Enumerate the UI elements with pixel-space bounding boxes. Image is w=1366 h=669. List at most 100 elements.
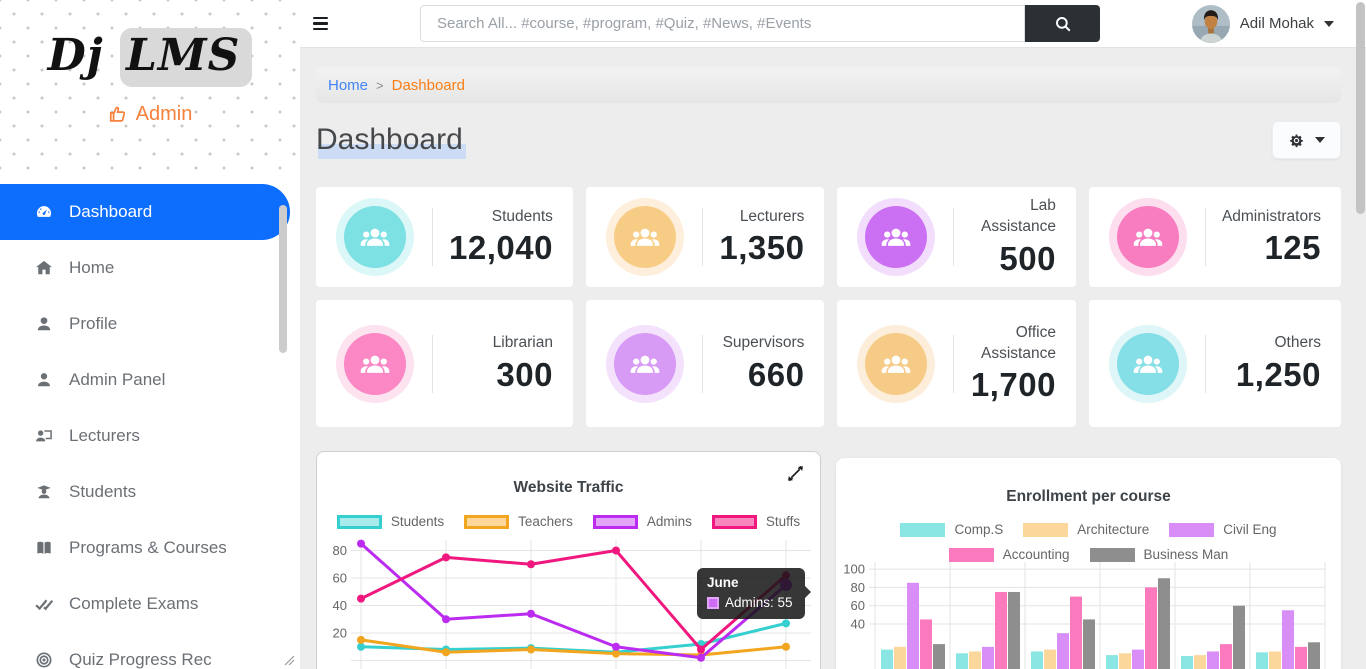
sidebar-item-complete-exams[interactable]: Complete Exams [0, 576, 300, 632]
person-board-icon [36, 430, 52, 442]
breadcrumb-home-link[interactable]: Home [328, 76, 369, 94]
app-logo[interactable]: Dj LMS [0, 28, 300, 87]
thumbs-up-icon [109, 106, 125, 122]
legend-label: Admins [646, 514, 692, 529]
stat-label: Students [491, 207, 553, 225]
topbar: Adil Mohak [300, 0, 1366, 48]
people-icon [605, 198, 684, 276]
legend-swatch [1023, 522, 1069, 537]
breadcrumb-current: Dashboard [391, 76, 465, 94]
legend-item[interactable]: Architecture [1023, 522, 1149, 537]
chart-title: Enrollment per course [1006, 488, 1171, 505]
breadcrumb: Home > Dashboard [316, 67, 1341, 103]
student-icon [37, 485, 51, 499]
sidebar-item-label: Dashboard [69, 202, 153, 221]
legend-label: Accounting [1002, 547, 1070, 562]
breadcrumb-separator: > [376, 77, 384, 93]
sidebar-item-quiz-progress[interactable]: Quiz Progress Rec [0, 632, 300, 669]
legend-item[interactable]: Admins [592, 514, 692, 529]
svg-text:100: 100 [843, 562, 865, 577]
enrollment-card: Enrollment per course Comp.S Architecture… [836, 458, 1341, 669]
tooltip-swatch [707, 596, 719, 609]
sidebar-item-label: Complete Exams [69, 594, 199, 613]
sidebar-item-label: Students [69, 482, 137, 501]
avatar [1191, 4, 1230, 43]
stat-card-lecturers: Lecturers 1,350 [585, 187, 825, 287]
legend-label: Students [390, 514, 445, 529]
stat-value: 1,700 [970, 366, 1056, 404]
legend-item[interactable]: Stuffs [711, 514, 800, 529]
svg-text:60: 60 [851, 598, 865, 613]
people-icon [336, 198, 414, 276]
sidebar-item-home[interactable]: Home [0, 240, 300, 296]
page-scrollbar-thumb[interactable] [1356, 2, 1365, 214]
people-icon [1108, 324, 1187, 403]
person-icon [37, 317, 51, 331]
search-input[interactable] [420, 5, 1025, 42]
logo-part2: LMS [119, 28, 253, 87]
legend-item[interactable]: Students [336, 514, 445, 529]
stat-card-librarian: Librarian 300 [316, 300, 573, 427]
stat-label: Office Assistance [980, 323, 1056, 362]
settings-button[interactable] [1272, 121, 1341, 159]
sidebar-item-label: Admin Panel [69, 370, 166, 389]
resize-grip-icon[interactable] [281, 652, 296, 667]
sidebar-item-students[interactable]: Students [0, 464, 300, 520]
sidebar-item-admin-panel[interactable]: Admin Panel [0, 352, 300, 408]
legend-swatch [592, 514, 638, 529]
chart-legend: Comp.S Architecture Civil Eng Accounting Bus… [854, 522, 1324, 562]
legend-label: Civil Eng [1223, 522, 1277, 537]
stat-value: 500 [999, 239, 1056, 277]
stat-value: 300 [496, 355, 553, 393]
stat-card-others: Others 1,250 [1088, 300, 1341, 427]
sidebar-item-profile[interactable]: Profile [0, 296, 300, 352]
stat-label: Librarian [492, 334, 553, 352]
people-icon [605, 324, 684, 403]
logo-part1: Dj [47, 30, 104, 81]
chart-legend: Students Teachers Admins Stuffs [317, 514, 820, 529]
sidebar-item-programs-courses[interactable]: Programs & Courses [0, 520, 300, 576]
stat-card-students: Students 12,040 [316, 187, 573, 287]
user-menu[interactable]: Adil Mohak [1191, 4, 1334, 43]
title-row: Dashboard [316, 121, 1341, 159]
bullseye-icon [36, 652, 52, 668]
sidebar-item-label: Home [69, 258, 115, 277]
gear-icon [1290, 134, 1303, 147]
svg-text:20: 20 [333, 626, 347, 641]
legend-item[interactable]: Comp.S [900, 522, 1003, 537]
sidebar-item-label: Lecturers [69, 426, 140, 445]
legend-swatch [464, 514, 510, 529]
hamburger-menu-icon[interactable] [313, 16, 328, 31]
speedometer-icon [36, 206, 52, 217]
tooltip-label: Admins: 55 [725, 595, 793, 610]
sidebar-item-label: Profile [69, 314, 118, 333]
sidebar-item-dashboard[interactable]: Dashboard [0, 184, 290, 240]
search-group [420, 5, 1100, 42]
stat-value: 660 [747, 355, 805, 393]
stat-cards: Students 12,040 Lecturers 1,350 Lab Assist… [316, 187, 1341, 427]
logo-zone: Dj LMS Admin [0, 0, 300, 178]
stat-value: 1,350 [719, 229, 805, 267]
expand-icon[interactable] [787, 465, 804, 482]
user-name: Adil Mohak [1239, 15, 1314, 32]
charts-row: Website Traffic Students Teachers Admins St… [316, 451, 1341, 669]
legend-item[interactable]: Business Man [1089, 547, 1228, 562]
sidebar-scrollbar-thumb[interactable] [279, 205, 287, 353]
people-icon [857, 324, 936, 403]
chart-tooltip: June Admins: 55 [697, 568, 811, 619]
home-icon [36, 260, 52, 275]
main-area: Adil Mohak Home > Dashboard Dashboard St… [300, 0, 1366, 669]
stat-label: Lab Assistance [980, 197, 1056, 235]
legend-item[interactable]: Teachers [464, 514, 573, 529]
person-badge-icon [38, 373, 50, 387]
svg-text:80: 80 [851, 580, 865, 595]
search-button[interactable] [1025, 5, 1100, 42]
legend-item[interactable]: Civil Eng [1169, 522, 1277, 537]
sidebar-nav: Dashboard Home Profile Admin Panel Lectu… [0, 178, 300, 669]
legend-swatch [948, 547, 994, 562]
svg-text:60: 60 [333, 571, 347, 586]
stat-value: 1,250 [1235, 355, 1321, 393]
sidebar-item-lecturers[interactable]: Lecturers [0, 408, 300, 464]
legend-item[interactable]: Accounting [948, 547, 1070, 562]
chevron-down-icon [1324, 20, 1334, 27]
